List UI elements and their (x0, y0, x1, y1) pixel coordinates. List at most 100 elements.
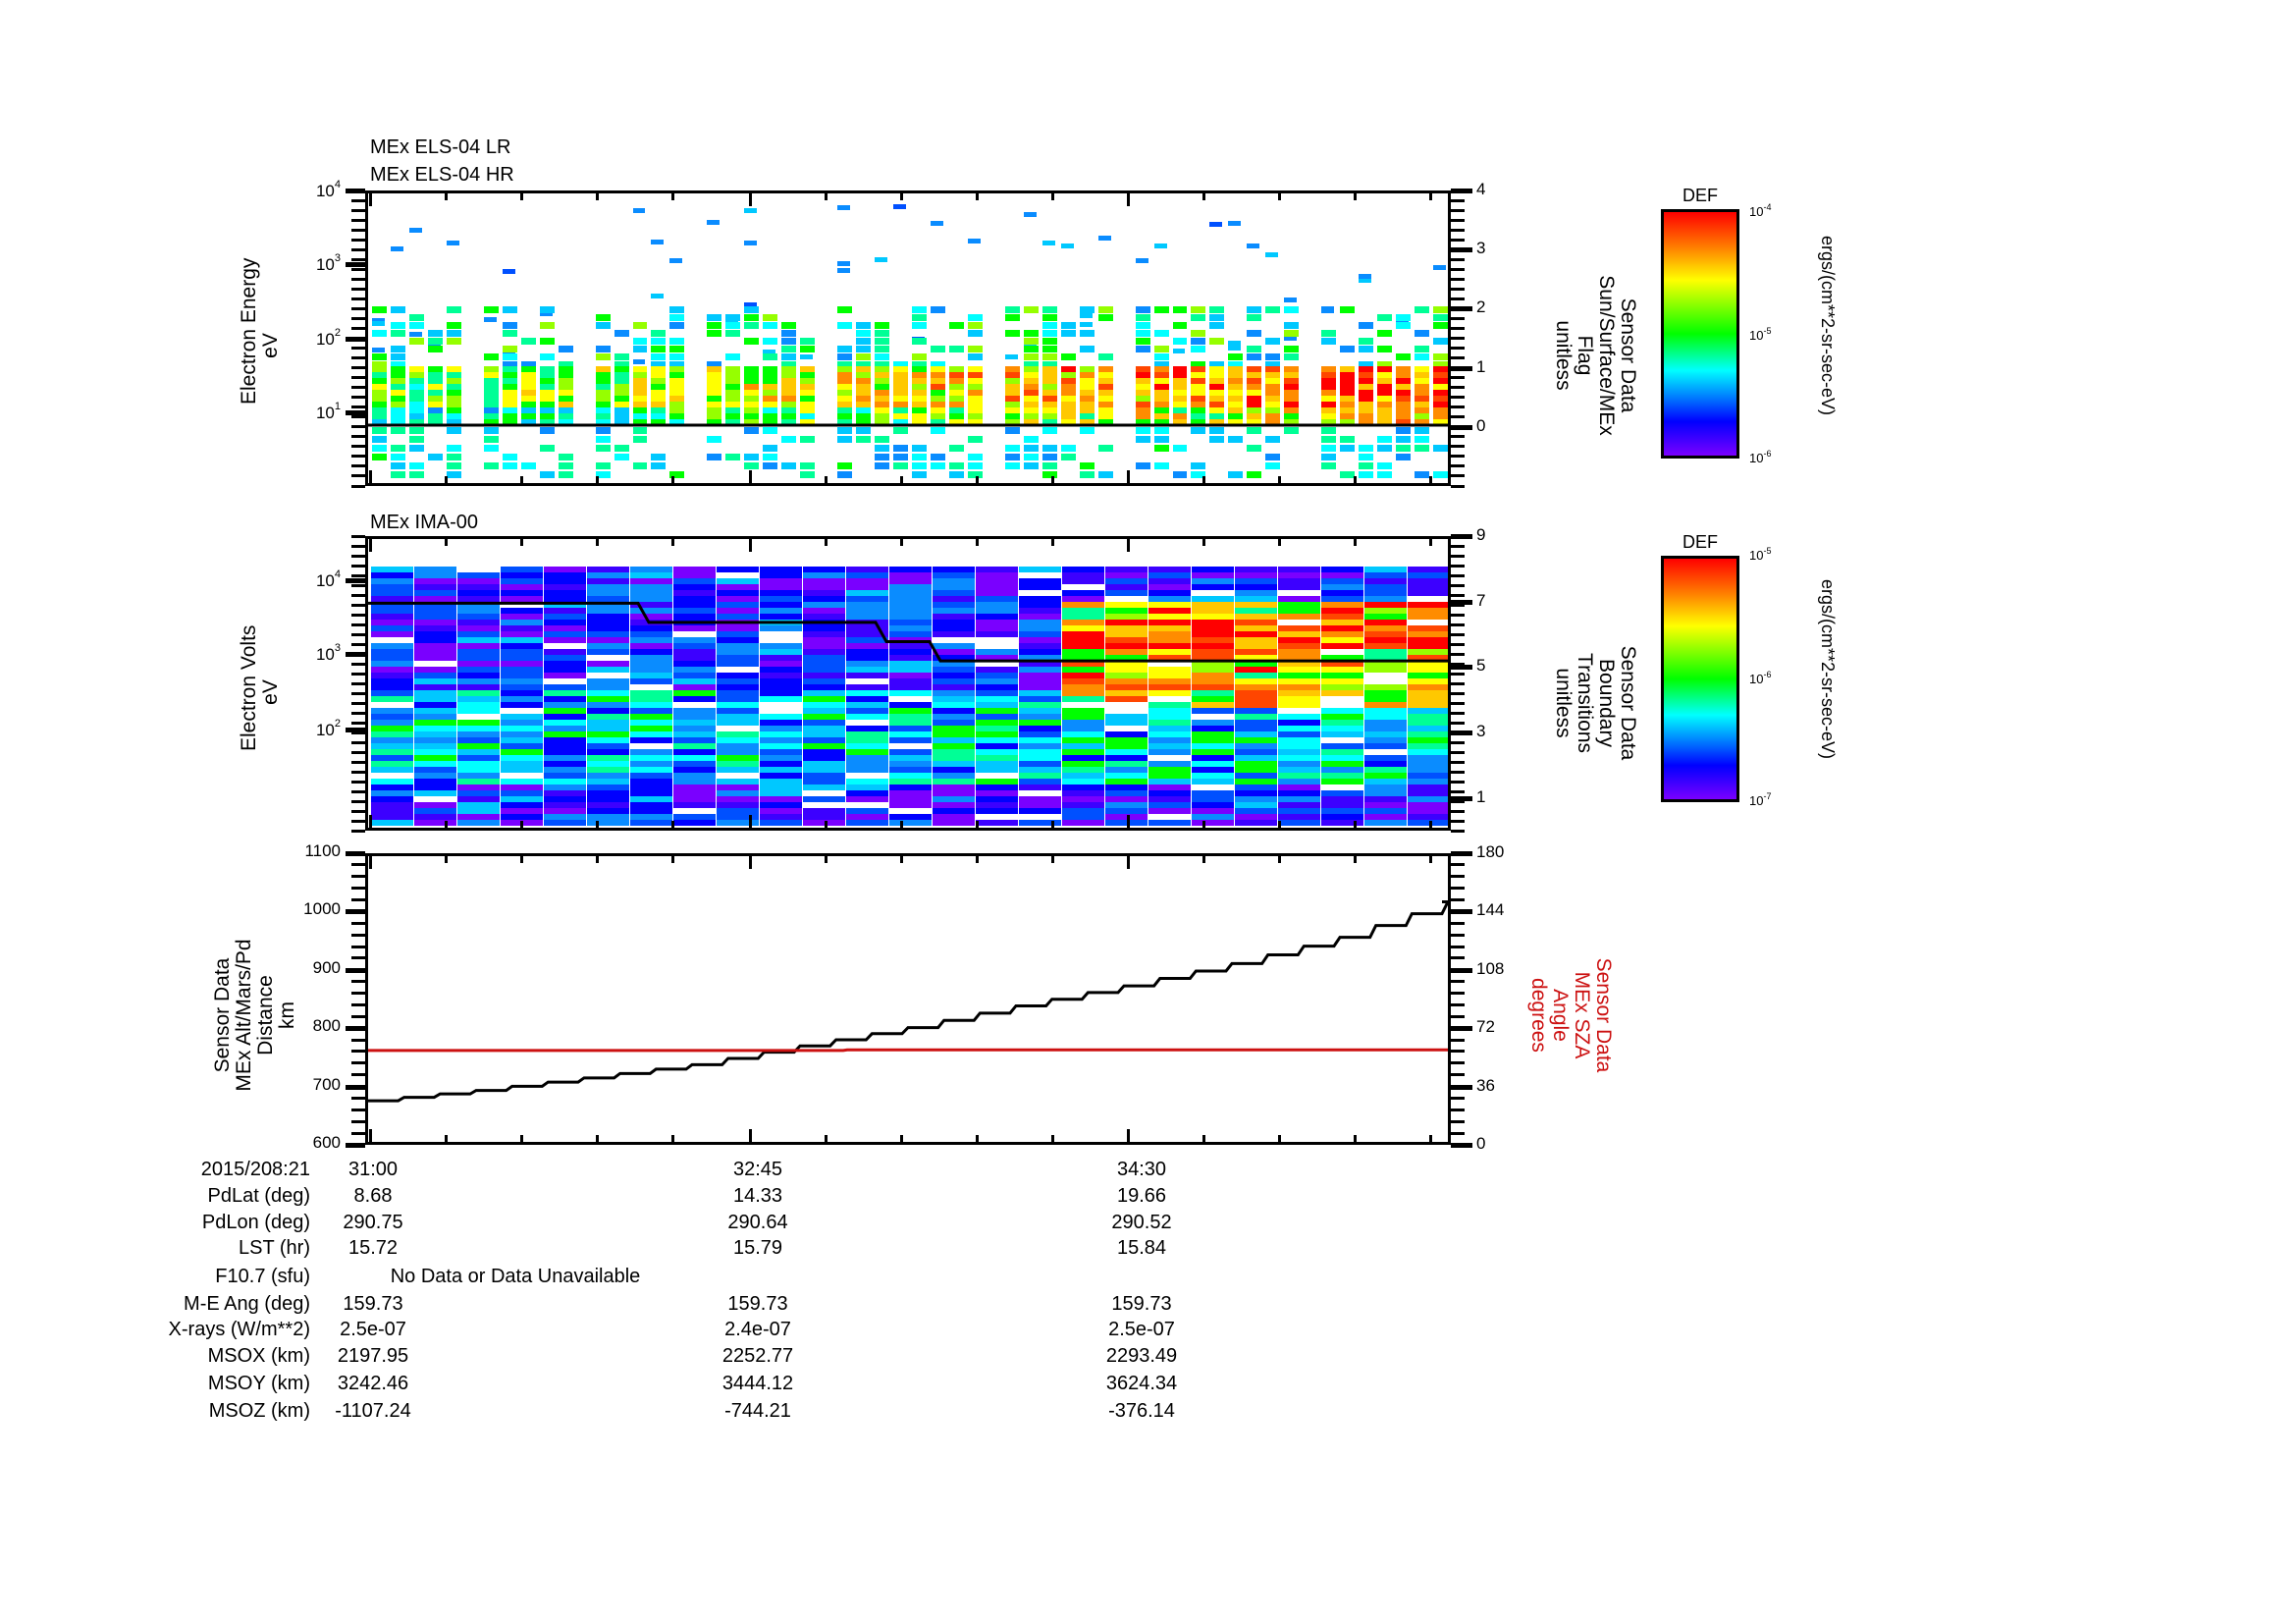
spectrogram-cell (948, 407, 964, 413)
spectrogram-cell (673, 802, 716, 808)
spectrogram-cell (1408, 726, 1448, 731)
spectrogram-cell (1041, 462, 1057, 469)
panel1-ylabel: Electron Energy eV (238, 258, 282, 405)
spectrogram-cell (803, 661, 845, 667)
spectrogram-cell (1153, 243, 1167, 248)
spectrogram-cell (1192, 649, 1234, 655)
x-tick (1127, 536, 1130, 552)
left-minor-tick (351, 819, 365, 823)
right-major-tick (1451, 247, 1472, 253)
ephemeris-row-label: F10.7 (sfu) (215, 1266, 310, 1287)
y2-tick-label: 180 (1476, 842, 1505, 861)
right-minor-tick (1451, 642, 1465, 646)
spectrogram-cell (1148, 779, 1191, 784)
spectrogram-cell (889, 684, 932, 690)
x-tick (1127, 470, 1130, 486)
spectrogram-cell (457, 702, 500, 708)
spectrogram-cell (1062, 673, 1104, 678)
spectrogram-cell (483, 413, 499, 419)
spectrogram-cell (967, 239, 981, 244)
spectrogram-cell (371, 684, 413, 690)
right-minor-tick (1451, 863, 1465, 867)
spectrogram-cell (1105, 749, 1148, 755)
spectrogram-cell (1321, 708, 1363, 714)
spectrogram-cell (371, 767, 413, 773)
spectrogram-cell (673, 667, 716, 673)
spectrogram-cell (408, 407, 424, 413)
spectrogram-cell (1396, 372, 1412, 378)
right-minor-tick (1451, 1061, 1465, 1065)
spectrogram-cell (1408, 690, 1448, 696)
spectrogram-cell (725, 322, 741, 329)
spectrogram-cell (803, 614, 845, 620)
spectrogram-cell (446, 372, 461, 378)
spectrogram-cell (1192, 614, 1234, 620)
spectrogram-cell (673, 572, 716, 578)
spectrogram-cell (1097, 378, 1113, 384)
spectrogram-cell (893, 204, 906, 209)
spectrogram-cell (1019, 673, 1061, 678)
spectrogram-cell (1172, 378, 1188, 384)
spectrogram-cell (1041, 445, 1057, 452)
spectrogram-cell (1433, 396, 1448, 402)
spectrogram-cell (502, 268, 515, 274)
spectrogram-cell (1235, 667, 1277, 673)
ephemeris-value: 15.72 (347, 1237, 399, 1259)
y-tick-label: 104 (315, 179, 341, 200)
spectrogram-cell (427, 378, 443, 384)
right-minor-tick (1451, 829, 1465, 833)
x-tick (976, 853, 979, 863)
spectrogram-cell (930, 366, 945, 372)
spectrogram-cell (544, 655, 586, 661)
spectrogram-cell (1433, 413, 1448, 419)
spectrogram-cell (544, 625, 586, 631)
spectrogram-cell (457, 661, 500, 667)
spectrogram-cell (803, 720, 845, 726)
spectrogram-cell (1019, 678, 1061, 684)
spectrogram-cell (744, 407, 760, 413)
spectrogram-cell (707, 454, 722, 460)
spectrogram-cell (893, 462, 908, 469)
spectrogram-cell (1004, 330, 1020, 337)
spectrogram-cell (1364, 625, 1407, 631)
spectrogram-cell (371, 761, 413, 767)
spectrogram-cell (483, 402, 499, 407)
spectrogram-cell (760, 572, 802, 578)
spectrogram-cell (1060, 378, 1076, 384)
spectrogram-cell (1062, 625, 1104, 631)
spectrogram-cell (632, 372, 648, 378)
spectrogram-cell (1209, 314, 1225, 321)
spectrogram-cell (930, 361, 945, 368)
spectrogram-cell (1228, 366, 1244, 372)
ephemeris-value: 159.73 (1111, 1293, 1172, 1315)
spectrogram-cell (717, 578, 759, 584)
spectrogram-cell (390, 390, 405, 396)
left-minor-tick (351, 356, 365, 360)
spectrogram-cell (1278, 743, 1320, 749)
spectrogram-cell (1247, 384, 1262, 390)
spectrogram-cell (717, 708, 759, 714)
spectrogram-cell (587, 643, 629, 649)
panel3-y2label: Sensor Data MEx SZA Angle degrees (1527, 917, 1615, 1113)
spectrogram-cell (1340, 419, 1356, 425)
spectrogram-cell (371, 625, 413, 631)
spectrogram-cell (1004, 390, 1020, 396)
spectrogram-cell (1278, 661, 1320, 667)
spectrogram-cell (856, 330, 872, 337)
spectrogram-cell (930, 372, 945, 378)
spectrogram-cell (781, 396, 797, 402)
spectrogram-cell (1192, 767, 1234, 773)
spectrogram-cell (1079, 378, 1095, 384)
spectrogram-cell (760, 749, 802, 755)
spectrogram-cell (632, 366, 648, 372)
spectrogram-cell (976, 820, 1018, 826)
spectrogram-cell (1364, 814, 1407, 820)
spectrogram-cell (544, 708, 586, 714)
y-tick-label: 700 (312, 1074, 341, 1094)
spectrogram-cell (1321, 567, 1363, 572)
spectrogram-cell (800, 366, 816, 372)
spectrogram-cell (1192, 702, 1234, 708)
right-minor-tick (1451, 933, 1465, 937)
spectrogram-cell (717, 820, 759, 826)
spectrogram-cell (837, 372, 853, 378)
